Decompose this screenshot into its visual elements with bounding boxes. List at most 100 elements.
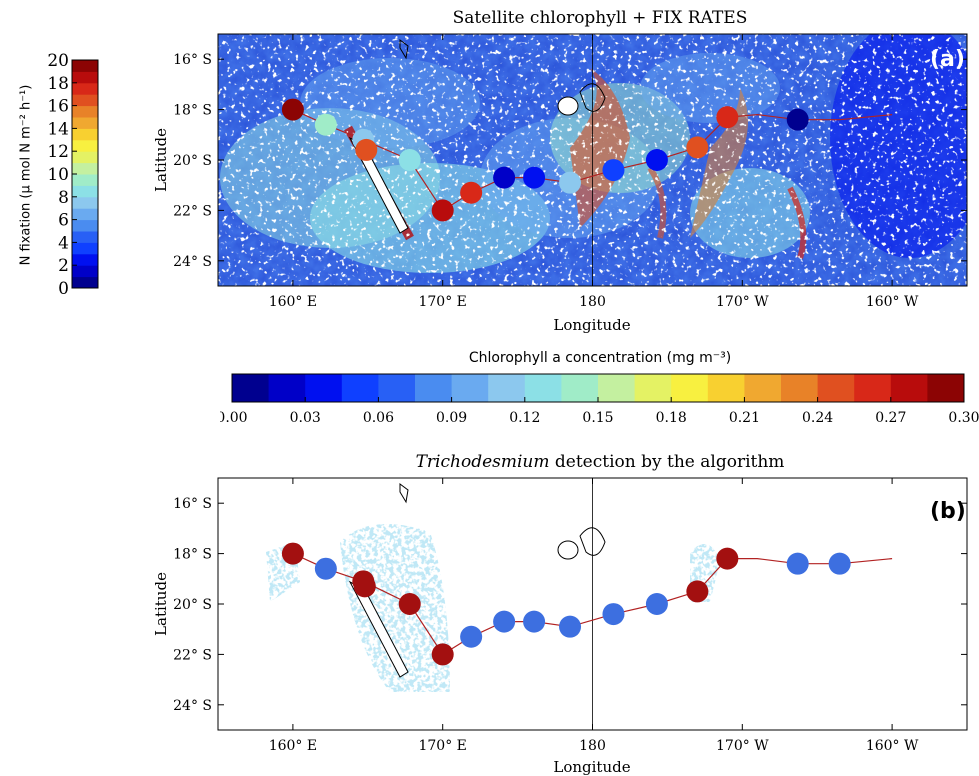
y-tick-label: 20° S (173, 153, 212, 169)
chl-colorbar-cell (927, 374, 965, 402)
x-tick-label: 160° W (866, 294, 919, 310)
station-marker (314, 113, 337, 136)
chl-colorbar-cell (854, 374, 892, 402)
station-marker (786, 108, 809, 131)
fix-tick-label: 8 (58, 188, 69, 208)
chl-colorbar-title: Chlorophyll a concentration (mg m⁻³) (468, 350, 732, 366)
y-tick-label: 24° S (173, 698, 212, 714)
fix-colorbar-cell (72, 60, 98, 72)
y-tick-label: 18° S (173, 103, 212, 119)
fix-colorbar-cell (72, 253, 98, 266)
fix-colorbar-cell (72, 208, 98, 221)
chl-colorbar: 0.00 0.03 0.06 0.09 0.12 0.15 0.18 0.21 0.24 0.27… (220, 373, 979, 426)
x-tick-label: 160° W (866, 738, 919, 754)
station-marker (559, 615, 582, 638)
station-marker (602, 159, 625, 182)
fix-tick-label: 6 (58, 211, 69, 231)
fix-tick-label: 18 (47, 74, 69, 94)
fix-colorbar-cell (72, 219, 98, 232)
station-marker (686, 580, 709, 603)
fix-colorbar-cell (72, 128, 98, 141)
chl-colorbar-cell (890, 374, 928, 402)
chl-colorbar-cell (671, 374, 709, 402)
y-tick-label: 22° S (173, 647, 212, 663)
fix-tick-label: 4 (58, 233, 69, 253)
fix-colorbar-cell (72, 174, 98, 186)
station-marker (645, 593, 668, 615)
chl-colorbar-cell (781, 374, 819, 402)
station-marker (493, 610, 516, 633)
fix-colorbar-label: N fixation (µ mol N m⁻² h⁻¹) (14, 60, 38, 290)
fix-colorbar-cell (72, 94, 98, 107)
fix-tick-label: 0 (58, 279, 69, 299)
chl-colorbar-cell (378, 374, 416, 402)
panel-b-title-italic: Trichodesmium (415, 452, 550, 472)
chl-colorbar-cell (415, 374, 453, 402)
x-tick-label: 170° E (418, 738, 466, 754)
chl-tick-label: 0.15 (582, 410, 613, 426)
station-marker (355, 138, 378, 161)
panel-a-title: Satellite chlorophyll + FIX RATES (452, 8, 748, 28)
panel-a-label: (a) (930, 47, 965, 72)
chl-colorbar-cell (488, 374, 526, 402)
station-marker (398, 149, 421, 171)
chl-tick-label: 0.18 (656, 410, 687, 426)
x-tick-label: 170° W (716, 738, 769, 754)
station-marker (353, 575, 376, 598)
chl-tick-label: 0.03 (290, 410, 321, 426)
fix-tick-label: 16 (47, 97, 69, 117)
chl-colorbar-cell (744, 374, 782, 402)
chl-tick-label: 0.09 (436, 410, 467, 426)
station-marker (460, 625, 483, 648)
fix-colorbar-cell (72, 231, 98, 243)
chl-colorbar-cell (341, 374, 379, 402)
station-marker (716, 106, 739, 129)
fix-tick-label: 2 (58, 256, 69, 276)
station-marker (786, 552, 809, 575)
chl-colorbar-cell (232, 374, 270, 402)
x-tick-label: 170° W (716, 294, 769, 310)
station-marker (431, 199, 454, 222)
station-marker (523, 610, 546, 633)
y-tick-label: 22° S (173, 203, 212, 219)
fix-tick-label: 12 (47, 142, 69, 162)
chl-tick-label: 0.00 (220, 410, 248, 426)
fix-colorbar-cell (72, 265, 98, 278)
panel-a-xlabel: Longitude (553, 316, 630, 334)
chl-colorbar-cell (634, 374, 672, 402)
y-tick-label: 16° S (173, 52, 212, 68)
chl-colorbar-cell (561, 374, 599, 402)
y-tick-label: 16° S (173, 496, 212, 512)
station-marker (523, 166, 546, 189)
chl-colorbar-cell (817, 374, 855, 402)
station-marker (686, 136, 709, 159)
x-tick-label: 160° E (269, 294, 317, 310)
chl-colorbar-cell (268, 374, 306, 402)
fix-tick-label: 14 (47, 119, 69, 139)
y-tick-label: 20° S (173, 597, 212, 613)
x-tick-label: 180 (579, 738, 606, 754)
chlorophyll-field (218, 34, 967, 286)
panel-b-title: Trichodesmium detection by the algorithm (340, 452, 860, 472)
x-tick-label: 160° E (269, 738, 317, 754)
station-marker (493, 166, 516, 189)
chl-tick-label: 0.21 (729, 410, 760, 426)
station-marker (559, 171, 582, 194)
chl-tick-label: 0.12 (509, 410, 540, 426)
y-tick-label: 18° S (173, 547, 212, 563)
station-marker (281, 98, 304, 121)
panel-b-title-rest: detection by the algorithm (549, 452, 785, 472)
fix-colorbar-cell (72, 71, 98, 84)
fix-colorbar-cell (72, 82, 98, 95)
station-marker (716, 547, 739, 570)
chl-colorbar-cell (598, 374, 636, 402)
x-tick-label: 170° E (418, 294, 466, 310)
fix-colorbar-cell (72, 276, 98, 289)
chl-tick-label: 0.30 (948, 410, 979, 426)
station-marker (314, 557, 337, 580)
fix-colorbar-cell (72, 162, 98, 175)
chl-colorbar-cell (524, 374, 562, 402)
station-marker (645, 149, 668, 171)
fix-colorbar-cell (72, 185, 98, 198)
